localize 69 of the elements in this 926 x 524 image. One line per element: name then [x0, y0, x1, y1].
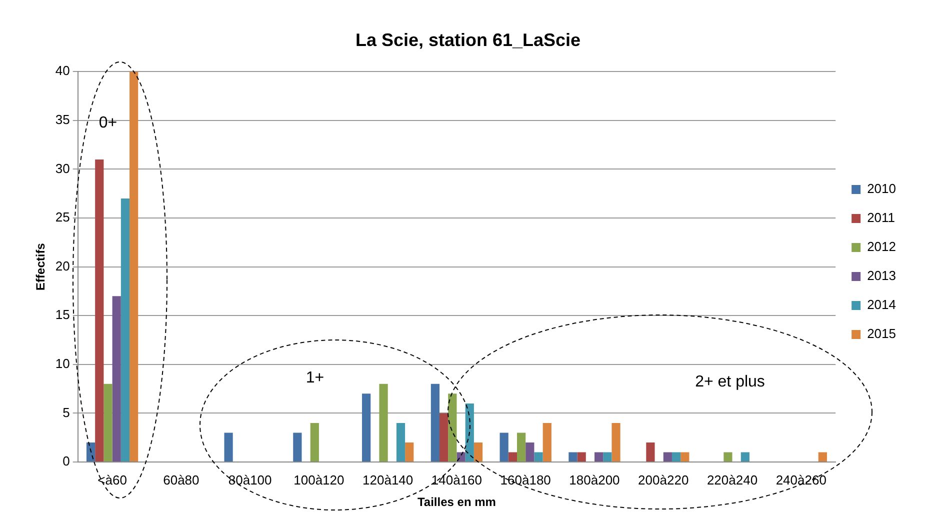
bar: [672, 452, 681, 462]
bar: [86, 442, 96, 462]
x-tick-label: 120à140: [362, 472, 414, 488]
x-tick-label: 60à80: [163, 472, 200, 488]
bar: [542, 422, 552, 462]
bar: [430, 384, 440, 462]
y-tick-label: 15: [55, 307, 70, 322]
bar: [526, 442, 534, 462]
bar: [818, 452, 827, 462]
y-tick-label: 20: [55, 258, 70, 274]
x-tick-label: 160à180: [500, 472, 551, 488]
bar: [568, 452, 578, 462]
bar: [603, 452, 612, 462]
bar: [456, 452, 466, 462]
bar: [224, 432, 233, 462]
y-tick-label: 5: [62, 404, 70, 420]
annotation: 0+: [98, 114, 118, 132]
bar: [663, 452, 672, 462]
bar: [362, 394, 371, 462]
bar: [104, 384, 112, 462]
bar: [396, 422, 406, 462]
x-tick-label: 200à220: [638, 472, 689, 488]
legend-label: 2014: [867, 297, 896, 312]
y-tick-label: 0: [62, 454, 70, 469]
bar: [500, 432, 508, 462]
bar: [120, 198, 130, 462]
bar: [379, 384, 388, 462]
bar: [448, 394, 457, 462]
bar: [516, 432, 526, 462]
bar: [534, 452, 543, 462]
bar: [646, 442, 655, 462]
y-tick-label: 25: [55, 210, 70, 225]
legend-label: 2011: [867, 210, 896, 226]
legend-label: 2010: [867, 181, 896, 196]
y-tick-label: 30: [55, 160, 70, 176]
y-axis-title: Effectifs: [34, 242, 48, 290]
x-tick-label: 240à260: [776, 472, 826, 488]
bar: [508, 452, 517, 462]
annotation: 1+: [306, 369, 324, 386]
bar: [577, 452, 586, 462]
bar: [612, 422, 620, 462]
bar: [130, 72, 138, 462]
x-tick-label: 100à120: [294, 472, 344, 488]
legend-label: 2012: [867, 239, 896, 254]
bar: [680, 452, 690, 462]
bar: [440, 413, 448, 462]
x-tick-label: <à60: [98, 472, 127, 488]
bar: [310, 422, 319, 462]
x-tick-label: 80à100: [228, 472, 272, 488]
chart-title: La Scie, station 61_LaScie: [355, 30, 581, 50]
y-tick-label: 40: [55, 63, 70, 78]
x-tick-label: 180à200: [569, 472, 620, 488]
bar: [740, 452, 750, 462]
legend-label: 2015: [867, 326, 896, 342]
bar: [293, 432, 302, 462]
bar: [474, 442, 483, 462]
y-tick-label: 35: [55, 112, 70, 127]
legend-label: 2013: [867, 268, 896, 284]
bar: [594, 452, 604, 462]
bar: [724, 452, 732, 462]
bar: [465, 403, 474, 462]
x-tick-label: 140à160: [431, 472, 482, 488]
annotation: 2+ et plus: [695, 373, 765, 390]
x-axis-title: Tailles en mm: [417, 495, 496, 510]
bar: [112, 296, 121, 462]
bar: [405, 442, 414, 462]
x-tick-label: 220à240: [706, 472, 758, 488]
y-tick-label: 10: [55, 356, 70, 371]
bar: [95, 159, 104, 462]
